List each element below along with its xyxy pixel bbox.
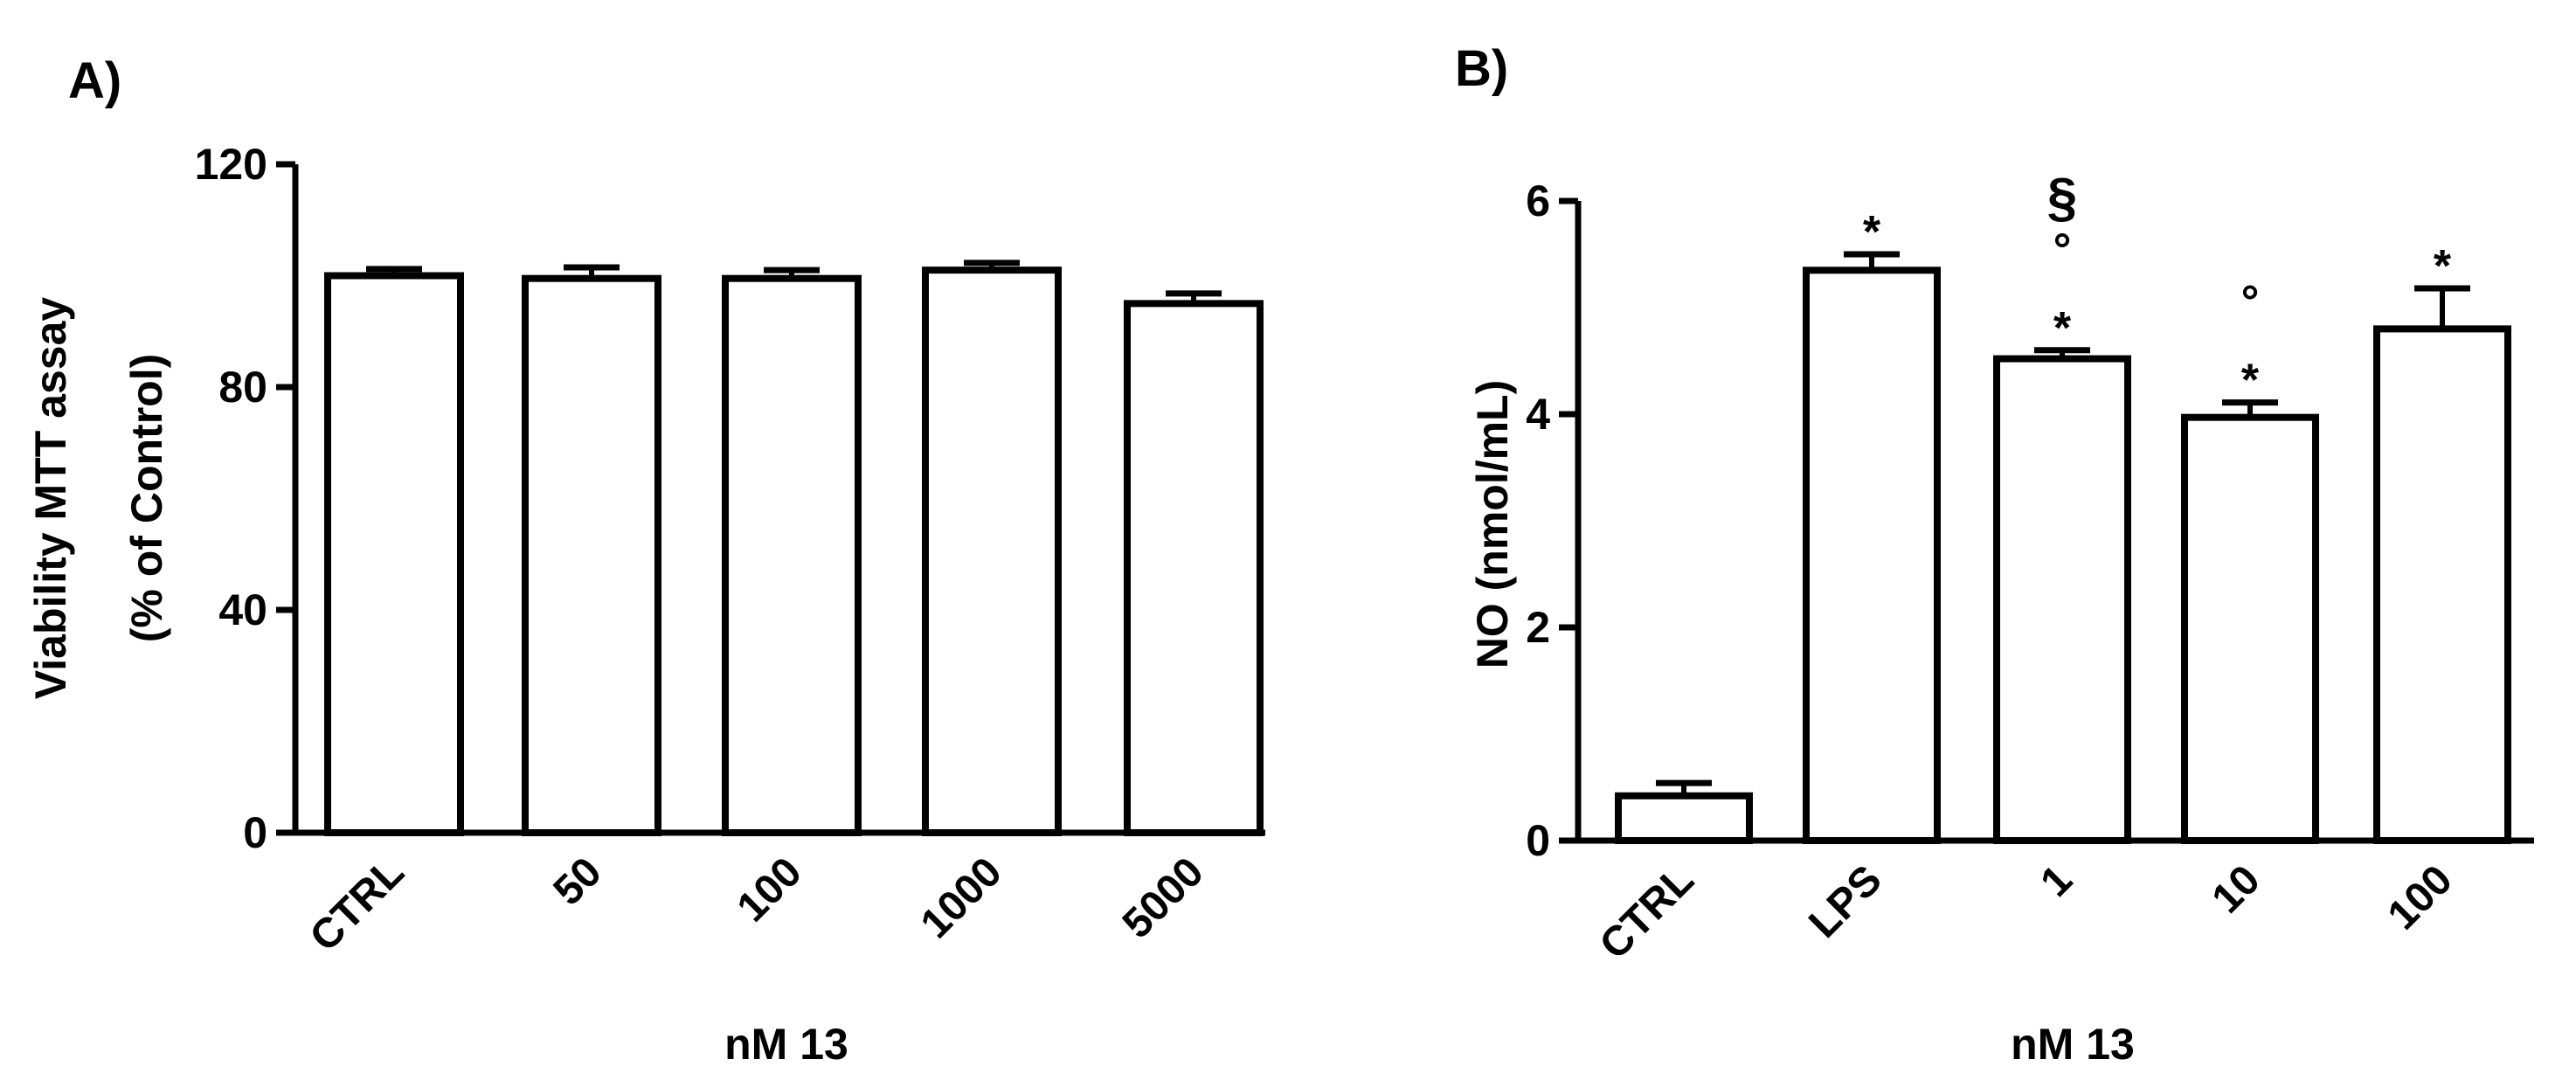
x-tick-label: 100	[2379, 856, 2462, 938]
bar	[1615, 792, 1753, 845]
significance-section: §	[2047, 168, 2077, 228]
bar	[1124, 300, 1264, 836]
bar	[522, 274, 661, 836]
y-tick-label: 120	[195, 140, 267, 189]
y-axis-label-line: NO (nmol/mL)	[1468, 380, 1517, 669]
x-tick-label: 100	[729, 848, 811, 931]
panel-a-y-axis-label: Viability MTT assay (% of Control)	[26, 297, 171, 700]
panel-a-bars	[324, 260, 1264, 836]
panel-a-label: A)	[68, 52, 121, 109]
significance-asterisk: *	[2434, 241, 2452, 292]
panel-b-y-axis-label: NO (nmol/mL)	[1468, 380, 1517, 669]
significance-asterisk: *	[1863, 207, 1881, 258]
panel-b-x-axis-label: nM 13	[2011, 1020, 2135, 1069]
bar	[1993, 355, 2131, 844]
x-tick-label: 5000	[1114, 848, 1213, 947]
x-tick-label: CTRL	[1591, 856, 1703, 968]
x-tick-label: 50	[545, 848, 611, 914]
significance-asterisk: *	[2053, 303, 2072, 354]
panel-a-x-tick-labels: CTRL 50 100 1000 5000	[301, 848, 1213, 960]
bar	[2181, 413, 2319, 844]
bar	[922, 267, 1062, 836]
x-tick-label: 1	[2032, 856, 2081, 905]
significance-asterisk: *	[2241, 356, 2260, 406]
y-axis-label-line: Viability MTT assay	[26, 297, 75, 700]
x-tick-label: 10	[2204, 856, 2269, 922]
x-tick-label: CTRL	[301, 848, 413, 960]
x-tick-label: 1000	[912, 848, 1011, 947]
panel-a-x-axis-label: nM 13	[724, 1020, 848, 1069]
bar	[722, 274, 862, 836]
y-axis-label-line: (% of Control)	[122, 354, 171, 642]
y-tick-label: 2	[1526, 603, 1550, 652]
bar	[2373, 325, 2511, 844]
panel-b-x-tick-labels: CTRL LPS 1 10 100	[1591, 856, 2462, 968]
y-tick-label: 0	[243, 808, 267, 857]
y-tick-label: 0	[1526, 816, 1550, 865]
bar	[324, 272, 464, 836]
panel-a-viability-chart: A) Viability MTT assay (% of Control) 0 40…	[26, 52, 1265, 1069]
panel-b-label: B)	[1455, 40, 1508, 97]
x-tick-label: LPS	[1800, 856, 1890, 946]
significance-degree: °	[2053, 225, 2072, 275]
y-tick-label: 40	[218, 585, 267, 634]
significance-degree: °	[2241, 277, 2260, 328]
bar	[1803, 267, 1941, 844]
y-tick-label: 4	[1526, 390, 1550, 439]
y-tick-label: 6	[1526, 177, 1550, 225]
y-tick-label: 80	[218, 363, 267, 412]
panel-b-bars: **°§*°*	[1615, 168, 2511, 845]
